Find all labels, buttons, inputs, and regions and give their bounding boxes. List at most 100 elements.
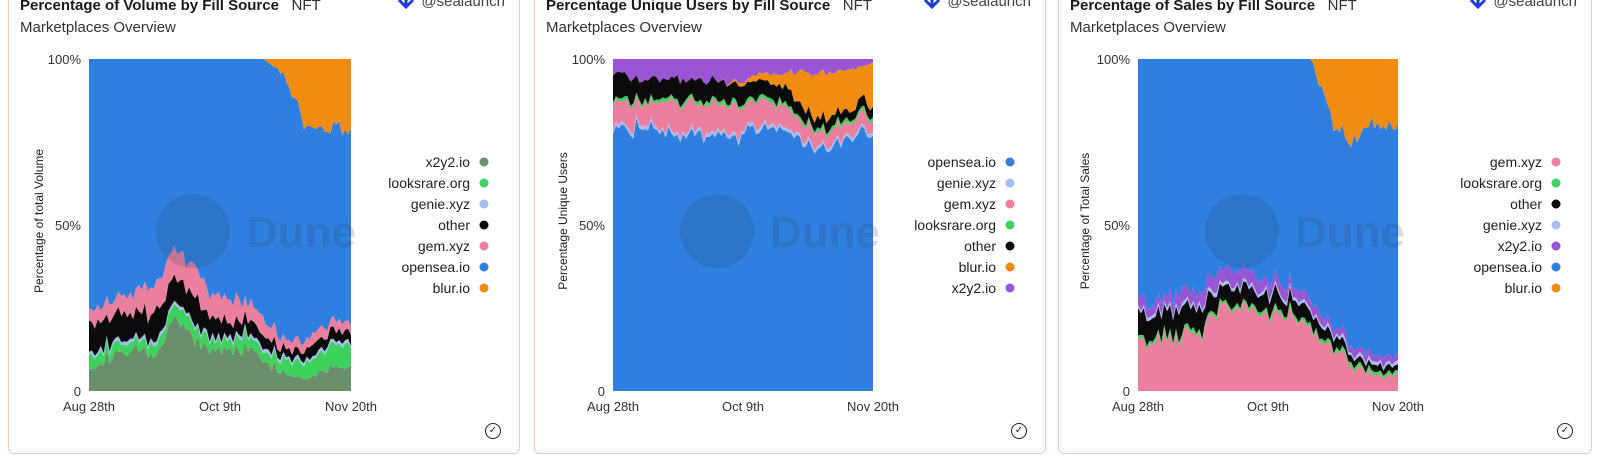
legend-label: x2y2.io — [1498, 238, 1543, 254]
chart-panel-sales: Percentage of Sales by Fill Source NFT M… — [1058, 0, 1592, 454]
area-opensea-io — [613, 117, 873, 392]
legend-label: opensea.io — [401, 259, 470, 275]
y-axis-label: Percentage Unique Users — [556, 152, 570, 289]
dune-logo-icon — [680, 194, 754, 268]
y-tick-label: 50% — [55, 218, 81, 233]
area-gem-xyz — [613, 96, 873, 151]
chart-title: Percentage of Sales by Fill Source NFT M… — [1070, 0, 1357, 36]
dune-watermark: Dune — [156, 194, 356, 268]
stacked-area-chart-users: Dune 0 50% 100% Aug 28th Oct 9th Nov 20th Perce… — [556, 52, 1015, 414]
legend-marker — [1551, 199, 1561, 209]
area-x2y2-io — [1138, 263, 1398, 368]
legend-marker — [479, 241, 489, 251]
area-looksrare-org — [1138, 298, 1398, 379]
legend-label: blur.io — [433, 280, 471, 296]
legend-label: looksrare.org — [388, 175, 470, 191]
x-tick-label: Oct 9th — [1247, 399, 1289, 414]
legend-marker — [1005, 283, 1015, 293]
area-blur-io — [1138, 59, 1398, 148]
y-tick-label: 50% — [1104, 218, 1130, 233]
legend-marker — [479, 262, 489, 272]
legend-label: blur.io — [959, 259, 997, 275]
legend-label: genie.xyz — [937, 175, 996, 191]
legend-label: opensea.io — [927, 154, 996, 170]
sealaunch-logo-icon — [1470, 0, 1487, 9]
y-tick-label: 100% — [572, 52, 606, 67]
area-opensea-io — [1138, 59, 1398, 360]
legend-marker — [1551, 178, 1561, 188]
author-link[interactable]: @sealaunch — [923, 0, 1031, 9]
area-other — [613, 71, 873, 135]
legend-label: genie.xyz — [1483, 217, 1542, 233]
chart-panel-users: Percentage Unique Users by Fill Source N… — [534, 0, 1046, 454]
y-axis-label: Percentage of Total Sales — [1078, 153, 1092, 290]
area-gem-xyz — [1138, 301, 1398, 391]
legend: gem.xyz looksrare.org other genie.xyz x2y2.i… — [1460, 154, 1561, 296]
legend-label: x2y2.io — [952, 280, 997, 296]
sealaunch-logo-icon — [398, 0, 415, 9]
y-tick-label: 100% — [48, 52, 82, 67]
legend-label: blur.io — [1505, 280, 1543, 296]
legend-marker — [1551, 241, 1561, 251]
y-axis-label: Percentage of total Volume — [32, 149, 46, 293]
dune-logo-icon — [1205, 194, 1279, 268]
x-tick-label: Aug 28th — [1112, 399, 1164, 414]
legend-marker — [479, 220, 489, 230]
legend-marker — [479, 199, 489, 209]
area-blur-io — [89, 59, 351, 136]
y-tick-label: 0 — [74, 384, 81, 399]
verified-icon: ✓ — [1557, 423, 1573, 439]
legend-label: gem.xyz — [1490, 154, 1542, 170]
legend-marker — [1551, 220, 1561, 230]
stacked-area-chart-volume: Dune 0 50% 100% Aug 28th Oct 9th Nov 20th Perce… — [32, 52, 489, 414]
legend-marker — [1551, 262, 1561, 272]
area-x2y2-io — [89, 315, 351, 391]
area-blur-io — [613, 62, 873, 124]
x-tick-label: Nov 20th — [1372, 399, 1424, 414]
y-tick-label: 100% — [1097, 52, 1131, 67]
legend: opensea.io genie.xyz gem.xyz looksrare.org o… — [914, 154, 1015, 296]
area-opensea-io — [89, 59, 351, 345]
chart-title: Percentage of Volume by Fill Source NFT … — [20, 0, 321, 36]
legend-label: other — [438, 217, 470, 233]
y-tick-label: 0 — [1123, 384, 1130, 399]
area-looksrare-org — [89, 304, 351, 380]
legend-marker — [1005, 262, 1015, 272]
legend-marker — [1005, 178, 1015, 188]
watermark-text: Dune — [1295, 208, 1405, 257]
legend-marker — [1005, 241, 1015, 251]
watermark-text: Dune — [770, 208, 880, 257]
area-gem-xyz — [89, 245, 351, 355]
legend-marker — [1551, 283, 1561, 293]
dune-logo-icon — [156, 194, 230, 268]
area-layers — [613, 59, 873, 392]
x-tick-label: Nov 20th — [325, 399, 377, 414]
y-tick-label: 0 — [598, 384, 605, 399]
watermark-text: Dune — [246, 208, 356, 257]
verified-icon: ✓ — [485, 423, 501, 439]
chart-panel-volume: Percentage of Volume by Fill Source NFT … — [8, 0, 520, 454]
area-other — [89, 274, 351, 363]
area-genie-xyz — [613, 114, 873, 154]
area-genie-xyz — [1138, 278, 1398, 371]
legend: x2y2.io looksrare.org genie.xyz other gem.xy… — [388, 154, 489, 296]
legend-label: other — [1510, 196, 1542, 212]
x-tick-label: Aug 28th — [587, 399, 639, 414]
legend-marker — [479, 178, 489, 188]
y-tick-label: 50% — [579, 218, 605, 233]
stacked-area-chart-sales: Dune 0 50% 100% Aug 28th Oct 9th Nov 20th Perce… — [1078, 52, 1561, 414]
area-other — [1138, 281, 1398, 376]
x-tick-label: Oct 9th — [199, 399, 241, 414]
verified-icon: ✓ — [1011, 423, 1027, 439]
legend-label: genie.xyz — [411, 196, 470, 212]
legend-label: gem.xyz — [944, 196, 996, 212]
legend-label: other — [964, 238, 996, 254]
area-x2y2-io — [613, 59, 873, 87]
legend-label: x2y2.io — [426, 154, 471, 170]
author-link[interactable]: @sealaunch — [397, 0, 505, 9]
x-tick-label: Oct 9th — [722, 399, 764, 414]
legend-label: looksrare.org — [914, 217, 996, 233]
author-link[interactable]: @sealaunch — [1469, 0, 1577, 9]
dune-watermark: Dune — [680, 194, 880, 268]
legend-marker — [1005, 157, 1015, 167]
